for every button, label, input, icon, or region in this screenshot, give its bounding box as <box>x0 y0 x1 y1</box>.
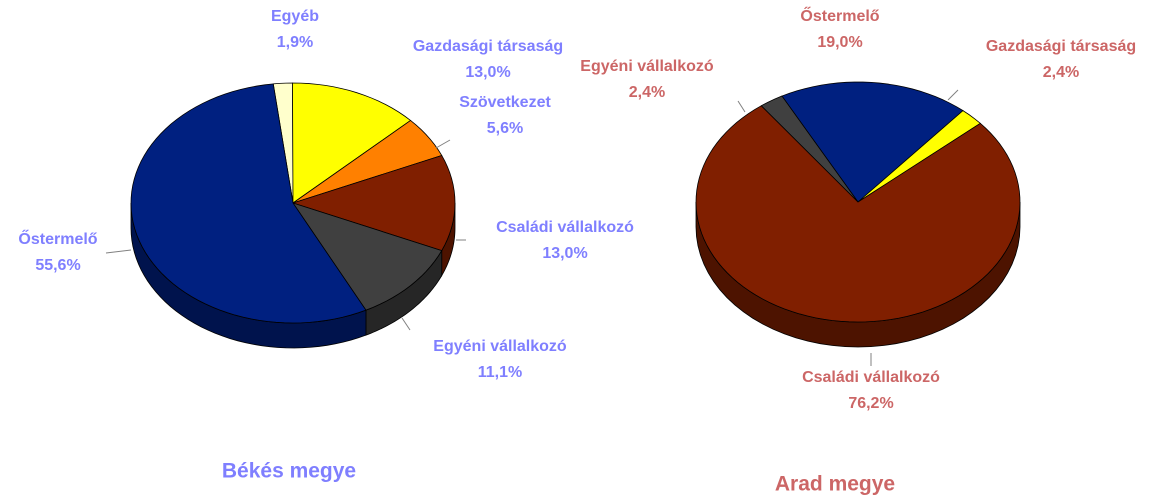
slice-label: Egyéni vállalkozó <box>433 338 567 355</box>
slice-label: Gazdasági társaság <box>986 38 1136 55</box>
slice-label: Egyéb <box>271 8 319 25</box>
slice-label: Családi vállalkozó <box>802 369 940 386</box>
slice-value: 11,1% <box>478 364 522 381</box>
leader-line <box>401 317 411 331</box>
slice-label: Gazdasági társaság <box>413 38 563 55</box>
slice <box>292 202 443 311</box>
leader-line <box>435 139 451 149</box>
slice-label: Családi vállalkozó <box>496 219 634 236</box>
slice-label: Egyéni vállalkozó <box>580 58 714 75</box>
slice <box>292 82 412 204</box>
slice-value: 13,0% <box>542 245 587 262</box>
leader-line <box>947 89 959 101</box>
slice <box>781 81 964 203</box>
leader-line <box>105 249 132 254</box>
slice <box>760 95 859 203</box>
slice-value: 19,0% <box>817 34 862 51</box>
slice-value: 1,9% <box>277 34 313 51</box>
slice <box>130 83 367 324</box>
slice-value: 55,6% <box>35 257 80 274</box>
slice <box>695 105 1021 323</box>
slice <box>292 119 443 204</box>
slice-label: Őstermelő <box>800 6 879 25</box>
slice-value: 2,4% <box>629 84 665 101</box>
slice <box>291 154 456 252</box>
slice-value: 76,2% <box>848 395 893 412</box>
slice-value: 13,0% <box>465 64 510 81</box>
leader-line <box>737 100 746 113</box>
slice-label: Őstermelő <box>18 229 97 248</box>
chart-title: Békés megye <box>222 460 356 483</box>
slice-value: 5,6% <box>487 120 523 137</box>
slice-value: 2,4% <box>1043 64 1079 81</box>
slice-label: Szövetkezet <box>459 94 551 111</box>
chart-title: Arad megye <box>775 473 895 496</box>
